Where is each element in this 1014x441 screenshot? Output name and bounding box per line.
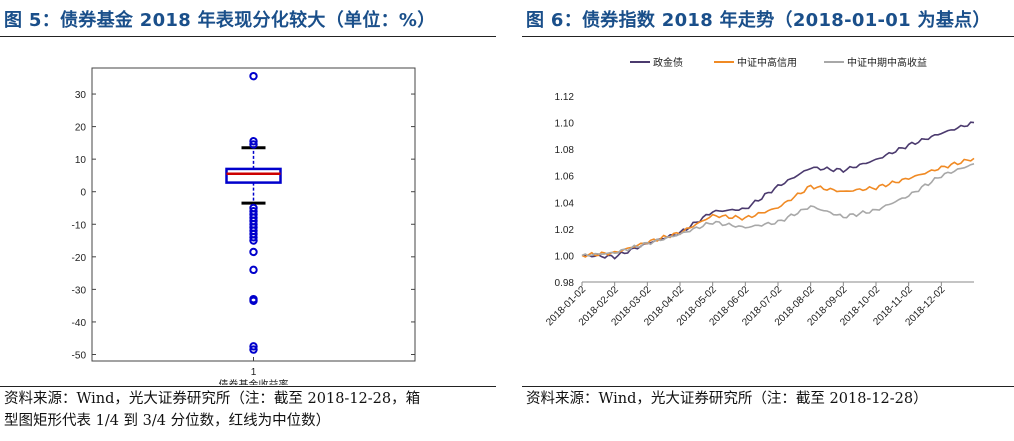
y-tick-label: 0.98 bbox=[555, 278, 575, 289]
y-tick-label: 1.00 bbox=[555, 251, 575, 262]
series-line bbox=[581, 163, 975, 257]
y-tick-label: 0 bbox=[80, 188, 86, 199]
outlier-point bbox=[249, 296, 258, 305]
y-tick-label: -50 bbox=[72, 350, 87, 361]
legend-label: 政金债 bbox=[653, 56, 683, 69]
figure-6-title: 图 6：债券指数 2018 年走势（2018-01-01 为基点） bbox=[526, 10, 991, 31]
y-tick-label: 1.06 bbox=[555, 172, 575, 183]
legend-label: 中证中期中高收益 bbox=[847, 56, 927, 69]
series-line bbox=[581, 121, 975, 260]
outlier-point bbox=[249, 345, 258, 354]
y-tick-label: 10 bbox=[75, 155, 87, 166]
figure-5-source: 资料来源：Wind，光大证券研究所（注：截至 2018-12-28，箱 型图矩形… bbox=[4, 388, 420, 432]
y-tick-label: 1.08 bbox=[555, 145, 575, 156]
figure-5-panel: 图 5：债券基金 2018 年表现分化较大（单位：%） -50 -40 -30 -20… bbox=[0, 0, 496, 441]
figure-6-panel: 图 6：债券指数 2018 年走势（2018-01-01 为基点） 0.98 1.… bbox=[522, 0, 1014, 441]
y-tick-label: -20 bbox=[72, 253, 87, 264]
source-rule bbox=[522, 386, 1014, 387]
figure-6-source: 资料来源：Wind，光大证券研究所（注：截至 2018-12-28） bbox=[526, 388, 928, 410]
iqr-box bbox=[225, 167, 282, 184]
y-tick-label: -30 bbox=[72, 285, 87, 296]
outlier-point bbox=[249, 233, 258, 242]
series-line bbox=[581, 157, 975, 258]
outlier-point bbox=[249, 140, 258, 149]
y-tick-label: 30 bbox=[75, 90, 87, 101]
line-chart: 0.981.001.021.041.061.081.101.122018-01-… bbox=[544, 56, 975, 328]
outlier-point bbox=[249, 342, 258, 351]
source-rule bbox=[0, 386, 496, 387]
outlier-point bbox=[249, 247, 258, 257]
source-line: 型图矩形代表 1/4 到 3/4 分位数，红线为中位数） bbox=[4, 413, 331, 429]
title-rule bbox=[522, 36, 1014, 37]
y-tick-label: 1.04 bbox=[555, 198, 575, 209]
y-tick-label: 1.10 bbox=[555, 119, 575, 130]
outlier-point bbox=[249, 137, 258, 146]
figure-5-title: 图 5：债券基金 2018 年表现分化较大（单位：%） bbox=[4, 10, 436, 31]
y-tick-label: 1.02 bbox=[555, 225, 575, 236]
outlier-point bbox=[249, 236, 258, 245]
outlier-point bbox=[249, 71, 258, 81]
y-tick-label: 20 bbox=[75, 123, 87, 134]
outlier-point bbox=[249, 265, 258, 275]
source-line: 资料来源：Wind，光大证券研究所（注：截至 2018-12-28） bbox=[526, 391, 928, 407]
title-rule bbox=[0, 36, 496, 37]
x-tick-label: 1 bbox=[251, 367, 257, 378]
boxplot-chart: -50 -40 -30 -20 -10 0 10 20 30 1债券基金收益率 bbox=[72, 67, 416, 385]
y-tick-label: 1.12 bbox=[555, 92, 575, 103]
legend-label: 中证中高信用 bbox=[737, 56, 797, 69]
y-tick-label: -10 bbox=[72, 220, 87, 231]
y-tick-label: -40 bbox=[72, 318, 87, 329]
source-line: 资料来源：Wind，光大证券研究所（注：截至 2018-12-28，箱 bbox=[4, 391, 421, 407]
x-axis-label: 债券基金收益率 bbox=[219, 378, 289, 385]
